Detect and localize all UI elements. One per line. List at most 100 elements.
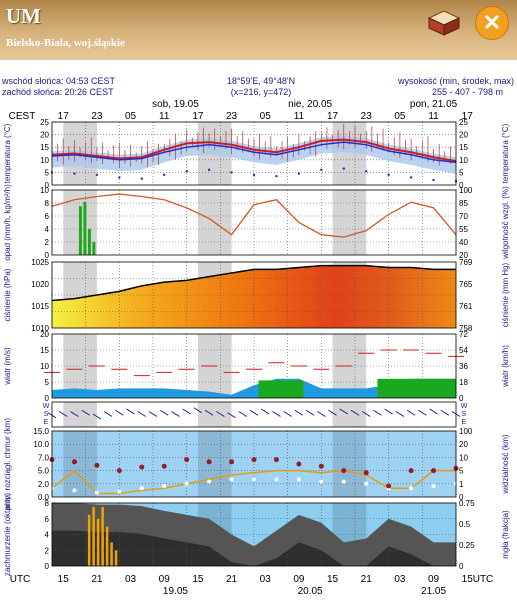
coords-text: 18°59'E, 49°48'N [226, 76, 296, 86]
axis-label: wiatr (m/s) [3, 347, 12, 386]
cloud-top-point [408, 468, 414, 474]
cloud-top-point [431, 468, 437, 474]
cloud-top-point [386, 483, 392, 489]
axis-label: temperatura (°C) [501, 123, 510, 183]
cloud-base-point [184, 481, 189, 486]
panel-border [51, 502, 457, 567]
fog-bar [110, 542, 113, 566]
cloud-top-point [341, 468, 347, 474]
night-band [332, 402, 367, 427]
ytick-right: 0.75 [459, 499, 475, 508]
wind-direction-arrow [159, 409, 169, 416]
temperature-line-2 [51, 141, 457, 164]
cloud-top-point [161, 463, 167, 469]
wind-direction-arrow [328, 409, 337, 416]
wind-strong-area [258, 380, 304, 398]
top-hour-label: 23 [361, 111, 373, 122]
dewpoint-point [163, 173, 166, 177]
bottom-hour-label: 03 [125, 574, 137, 585]
top-hour-label: 05 [125, 111, 137, 122]
wind-direction-arrow [238, 411, 248, 417]
bottom-hour-label: 09 [159, 574, 171, 585]
direction-label: E [462, 419, 467, 426]
dewpoint-point [275, 174, 278, 178]
box-button[interactable] [426, 6, 462, 36]
wind-direction-arrow [260, 408, 270, 415]
top-date-label: nie, 20.05 [288, 99, 332, 110]
cloud-top-point [139, 464, 145, 470]
dewpoint-point [297, 172, 301, 175]
cloud-base-point [139, 486, 144, 491]
top-hour-label: 11 [159, 111, 170, 122]
ytick-left: 25 [40, 118, 49, 127]
precip-bar [87, 229, 91, 255]
dewpoint-point [140, 177, 143, 180]
dewpoint-point [320, 168, 323, 172]
cloud-top-point [206, 459, 212, 465]
close-button[interactable]: ✕ [475, 6, 509, 40]
wind-direction-arrow [227, 412, 236, 419]
cloud-top-point [251, 457, 257, 463]
dewpoint-point [230, 171, 233, 174]
bottom-hour-label: 15 [462, 574, 474, 585]
ytick-right: 10 [459, 453, 468, 462]
ytick-right: 40 [459, 238, 468, 247]
wind-direction-arrow [283, 411, 292, 417]
precip-bar [78, 206, 82, 255]
ytick-left: 20 [40, 131, 49, 140]
night-band [332, 190, 367, 255]
cloud-base-point [94, 490, 99, 495]
wind-area [52, 378, 456, 398]
panel-border [51, 189, 457, 256]
wind-direction-arrow [182, 408, 191, 415]
ytick-right: 10 [459, 156, 468, 165]
ytick-left: 5 [45, 378, 50, 387]
cloud-top-point [94, 462, 100, 468]
ytick-left: 1020 [31, 280, 49, 289]
panel-border [51, 261, 457, 329]
ytick-left: 2.0 [38, 480, 50, 489]
axis-label: wilgotność wzgl. (%) [501, 186, 510, 260]
wind-direction-arrow [440, 409, 450, 416]
dewpoint-point [118, 176, 121, 179]
direction-label: W [43, 403, 50, 410]
ytick-right: 758 [459, 324, 473, 333]
night-band [63, 431, 97, 497]
sunset-text: zachód słońca: 20:26 CEST [2, 87, 114, 97]
ytick-left: 8 [45, 199, 50, 208]
top-hour-label: 11 [428, 111, 439, 122]
ytick-right: 20 [459, 131, 468, 140]
cloud-base-point [162, 484, 167, 488]
wind-direction-arrow [350, 409, 360, 416]
ytick-right: 18 [459, 378, 468, 387]
ytick-right: 100 [459, 186, 473, 195]
top-hour-label: 17 [462, 111, 474, 122]
top-date-label: pon, 21.05 [410, 99, 458, 110]
fog-bar [92, 506, 95, 566]
wind-direction-arrow [406, 409, 416, 416]
ytick-right: 100 [459, 427, 473, 436]
bottom-hour-label: 21 [91, 574, 103, 585]
wind-direction-arrow [272, 411, 281, 417]
dewpoint-point [432, 178, 435, 182]
wind-direction-arrow [103, 411, 113, 417]
wind-direction-arrow [92, 413, 102, 420]
bottom-hour-label: 21 [226, 574, 238, 585]
cest-label: CEST [9, 111, 36, 122]
wind-direction-arrow [373, 409, 382, 416]
cloud-base-point [296, 477, 301, 482]
wind-direction-arrow [126, 408, 135, 415]
ytick-right: 72 [459, 330, 468, 339]
ytick-left: 0.0 [38, 493, 50, 502]
axis-label: temperatura (°C) [3, 123, 12, 183]
cloud-base-point [319, 479, 324, 484]
dewpoint-point [365, 169, 368, 173]
wind-direction-arrow [305, 409, 315, 416]
dewpoint-point [95, 173, 99, 177]
night-band [197, 402, 232, 427]
wind-direction-arrow [249, 409, 259, 416]
ytick-right: 761 [459, 302, 473, 311]
ytick-left: 4 [45, 531, 50, 540]
ytick-left: 1010 [31, 324, 49, 333]
wind-direction-arrow [193, 407, 203, 414]
